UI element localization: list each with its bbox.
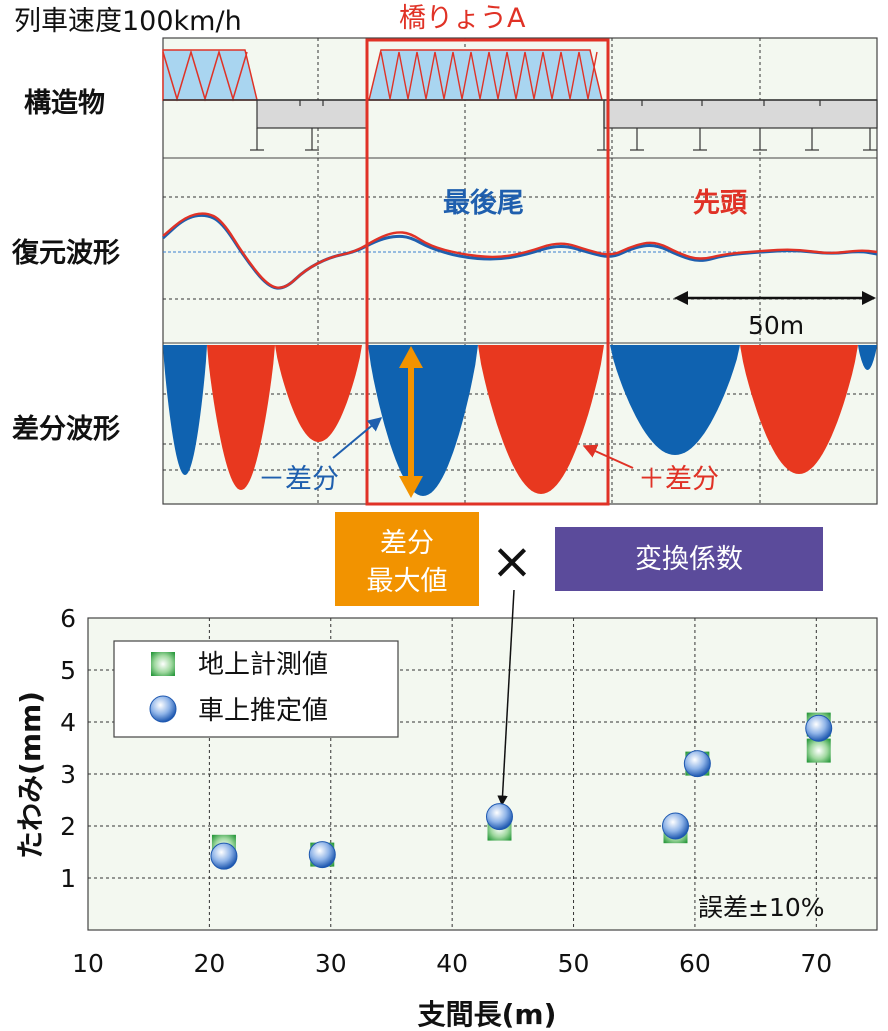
x-tick-label: 10 [72, 949, 104, 978]
formula-to-point-arrow [497, 589, 515, 807]
restored-row-label: 復元波形 [11, 237, 120, 269]
truss-left [162, 49, 258, 101]
plus-diff-pointer [582, 444, 634, 469]
diff-lobe-plus-1 [207, 345, 275, 490]
y-tick-label: 5 [60, 656, 76, 685]
vehicle-estimate-point [662, 812, 690, 840]
y-tick-label: 3 [60, 760, 76, 789]
x-tick-label: 20 [193, 949, 225, 978]
legend-vehicle-label: 車上推定値 [198, 696, 328, 726]
max-diff-arrow [399, 346, 423, 498]
rear-car-label: 最後尾 [443, 188, 524, 219]
times-symbol: × [491, 532, 533, 590]
coefficient-label: 変換係数 [635, 544, 743, 575]
legend-circle-marker [149, 695, 177, 723]
coefficient-box [555, 527, 823, 591]
max-diff-line2: 最大値 [367, 566, 448, 597]
x-tick-label: 60 [679, 949, 711, 978]
plus-diff-label: ＋差分 [638, 464, 719, 495]
y-axis-label: たわみ(mm) [14, 691, 47, 859]
vehicle-estimate-point [308, 841, 336, 869]
vehicle-estimate-point [210, 842, 238, 870]
speed-label: 列車速度100km/h [14, 6, 242, 37]
x-tick-label: 50 [558, 949, 590, 978]
y-tick-label: 1 [60, 864, 76, 893]
diff-waveform [163, 345, 877, 496]
x-ticks: 10 20 30 40 50 60 70 [72, 949, 832, 978]
diff-lobe-minus-3 [610, 345, 740, 455]
piers-2 [299, 100, 877, 151]
y-tick-label: 4 [60, 708, 76, 737]
y-tick-label: 2 [60, 812, 76, 841]
scale-label: 50m [748, 311, 804, 340]
girder-2 [603, 99, 878, 129]
scatter-chart: 10 20 30 40 50 60 70 1 2 3 4 5 6 地上計測値 車上推定値 誤差±10%… [14, 589, 878, 1031]
ground-measurement-point [806, 738, 831, 763]
formula: 差分 最大値 × 変換係数 [335, 512, 823, 606]
y-ticks: 1 2 3 4 5 6 [60, 604, 76, 893]
diff-lobe-plus-3 [478, 345, 604, 494]
bridge-a-highlight [365, 38, 610, 506]
diff-lobe-minus-1 [163, 345, 207, 475]
max-diff-line1: 差分 [380, 528, 434, 559]
x-tick-label: 40 [436, 949, 468, 978]
legend-ground-label: 地上計測値 [198, 650, 328, 680]
truss-bridge-a-web [380, 51, 598, 100]
structure-row-label: 構造物 [24, 88, 105, 119]
x-tick-label: 70 [800, 949, 832, 978]
structures [162, 49, 878, 151]
diff-lobe-minus-2 [368, 345, 478, 496]
diff-row-label: 差分波形 [12, 413, 120, 445]
legend: 地上計測値 車上推定値 [113, 640, 399, 738]
minus-diff-pointer [332, 417, 383, 459]
vehicle-estimate-point [805, 714, 833, 742]
data-points [210, 712, 833, 870]
legend-square-marker [151, 652, 175, 676]
piers-1 [250, 128, 319, 151]
scale-bar [674, 291, 876, 305]
x-tick-label: 30 [315, 949, 347, 978]
diff-lobe-plus-4 [740, 345, 858, 474]
max-diff-box [335, 512, 479, 606]
minus-diff-label: －差分 [258, 464, 339, 495]
x-axis-label: 支間長(m) [418, 998, 557, 1031]
restored-front-curve [162, 212, 878, 289]
diff-lobe-plus-2 [275, 345, 362, 442]
diff-lobe-minus-4 [858, 345, 877, 370]
girder-1 [256, 99, 368, 129]
vehicle-estimate-point [485, 803, 513, 831]
error-annotation: 誤差±10% [698, 893, 825, 922]
bridge-a-label: 橋りょうA [399, 3, 526, 34]
truss-left-web [162, 49, 248, 102]
vehicle-estimate-point [683, 750, 711, 778]
front-car-label: 先頭 [693, 188, 748, 219]
y-tick-label: 6 [60, 604, 76, 633]
